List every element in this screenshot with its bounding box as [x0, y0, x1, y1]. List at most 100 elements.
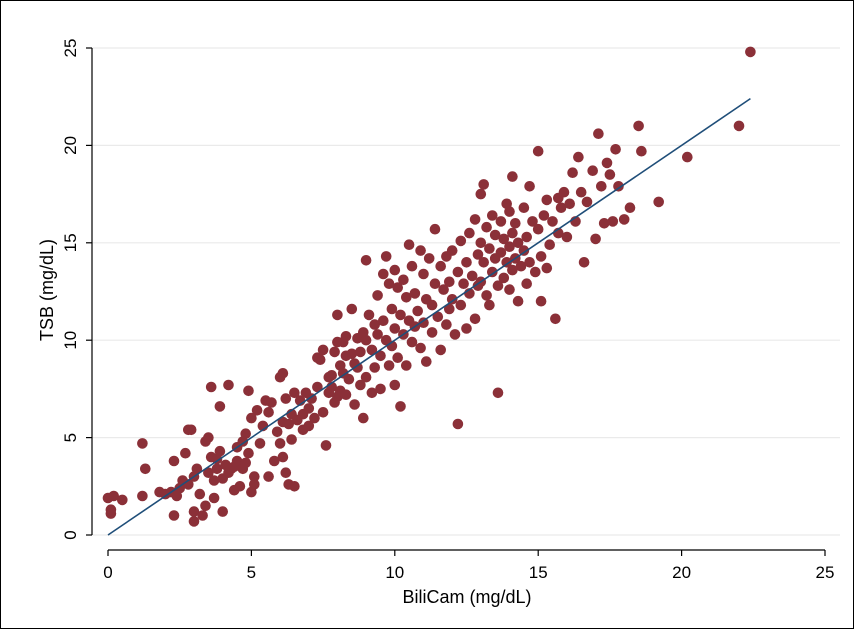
data-point	[518, 202, 530, 213]
data-point	[383, 360, 395, 371]
data-point	[535, 251, 547, 262]
data-point	[214, 401, 226, 412]
data-point	[421, 356, 432, 367]
data-point	[360, 334, 372, 346]
gridlines	[92, 47, 840, 536]
data-point	[137, 438, 148, 449]
data-point	[168, 510, 180, 521]
data-point	[541, 262, 553, 274]
data-point	[504, 241, 515, 252]
data-point	[355, 346, 366, 358]
data-point	[378, 268, 389, 280]
data-point	[403, 239, 415, 250]
data-point	[432, 311, 444, 323]
data-point	[475, 237, 487, 249]
data-point	[489, 229, 501, 241]
data-point	[484, 243, 495, 254]
data-point	[532, 145, 544, 157]
data-point	[108, 490, 119, 502]
data-point	[461, 257, 472, 268]
data-point	[415, 245, 426, 256]
data-point	[277, 451, 289, 463]
data-point	[243, 385, 254, 397]
data-point	[578, 257, 590, 268]
data-point	[191, 463, 203, 475]
data-point	[596, 181, 607, 192]
data-point	[604, 169, 616, 180]
data-point	[487, 266, 498, 278]
data-point	[510, 218, 521, 229]
x-tick-label: 0	[103, 563, 112, 582]
data-point	[188, 506, 200, 517]
data-point	[461, 323, 472, 334]
data-point	[314, 354, 326, 366]
data-point	[512, 295, 524, 307]
data-point	[251, 405, 263, 416]
data-point	[283, 418, 295, 430]
data-point	[507, 171, 518, 182]
data-point	[326, 370, 338, 381]
data-point	[581, 196, 593, 208]
data-point	[449, 329, 461, 340]
data-point	[280, 393, 292, 404]
data-point	[547, 216, 558, 227]
data-point	[484, 299, 495, 311]
data-point	[636, 145, 647, 157]
data-point	[429, 223, 441, 235]
data-point	[561, 231, 573, 243]
data-point	[208, 475, 220, 486]
data-point	[231, 455, 243, 467]
y-tick-label: 5	[61, 433, 80, 442]
data-point	[289, 387, 300, 399]
data-point	[590, 233, 601, 245]
data-point	[458, 278, 469, 290]
data-point	[495, 216, 507, 227]
data-point	[469, 214, 481, 225]
data-point	[587, 165, 598, 176]
data-point	[383, 278, 395, 290]
data-point	[532, 223, 544, 235]
data-point	[401, 360, 412, 371]
data-point	[481, 290, 492, 301]
data-point	[317, 407, 329, 418]
data-point	[610, 144, 621, 155]
data-point	[478, 179, 490, 190]
data-point	[254, 438, 266, 449]
data-point	[481, 221, 492, 233]
data-point	[613, 181, 624, 192]
data-point	[593, 128, 604, 139]
data-point	[423, 253, 435, 264]
data-point	[140, 463, 151, 475]
data-point	[217, 506, 228, 517]
data-point	[286, 434, 297, 445]
data-point	[317, 344, 329, 356]
data-point	[320, 440, 332, 451]
data-point	[415, 342, 426, 354]
data-point	[309, 412, 320, 424]
fit-line	[107, 97, 751, 536]
data-point	[507, 227, 518, 239]
data-point	[426, 299, 438, 311]
data-point	[444, 303, 455, 315]
x-axis-title: BiliCam (mg/dL)	[402, 587, 531, 607]
y-tick-label: 25	[61, 39, 80, 58]
data-point	[435, 344, 447, 356]
data-point	[372, 290, 383, 301]
data-point	[607, 216, 619, 227]
data-point	[558, 186, 570, 198]
data-point	[312, 381, 323, 393]
axes: 0 5 10 15 20 25 0 5 10 15 20 25	[61, 39, 834, 582]
data-point	[633, 120, 644, 132]
data-point	[137, 490, 148, 502]
data-point	[280, 467, 292, 479]
data-point	[214, 445, 226, 457]
data-point	[446, 294, 458, 305]
data-point	[263, 471, 274, 482]
data-point	[524, 181, 535, 192]
data-point	[478, 257, 490, 268]
data-point	[303, 403, 315, 414]
data-point	[524, 257, 535, 268]
data-point	[455, 299, 467, 311]
data-point	[249, 479, 260, 490]
data-point	[550, 313, 561, 325]
